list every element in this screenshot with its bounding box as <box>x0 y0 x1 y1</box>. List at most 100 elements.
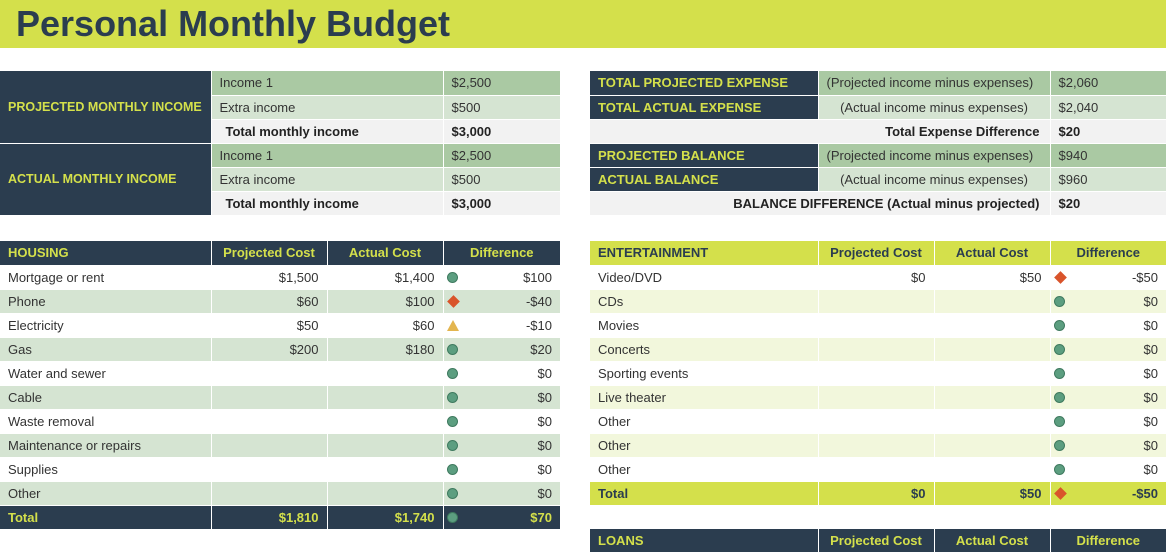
projected-total-income-label: Total monthly income <box>211 119 444 144</box>
housing-actual-cell[interactable]: $1,400 <box>327 265 444 290</box>
entertainment-item-label[interactable]: Other <box>590 433 819 458</box>
table-row: Gas $200 $180 $20 <box>0 337 560 362</box>
entertainment-projected-cell[interactable] <box>818 337 935 362</box>
housing-header: HOUSING <box>0 241 212 266</box>
entertainment-item-label[interactable]: Sporting events <box>590 361 819 386</box>
total-actual-expense-value: $2,040 <box>1050 95 1166 120</box>
entertainment-projected-cell[interactable] <box>818 457 935 482</box>
housing-difference-header: Difference <box>443 241 560 266</box>
actual-income-1-label[interactable]: Income 1 <box>211 143 444 168</box>
housing-actual-cell[interactable] <box>327 361 444 386</box>
loans-table: LOANS Projected Cost Actual Cost Differe… <box>590 529 1166 552</box>
entertainment-actual-cell[interactable] <box>934 385 1051 410</box>
entertainment-header: ENTERTAINMENT <box>590 241 819 266</box>
entertainment-projected-cell[interactable] <box>818 313 935 338</box>
housing-projected-cell[interactable]: $60 <box>211 289 328 314</box>
actual-total-income-label: Total monthly income <box>211 191 444 216</box>
projected-extra-income-label[interactable]: Extra income <box>211 95 444 120</box>
housing-actual-cell[interactable] <box>327 457 444 482</box>
table-row: Mortgage or rent $1,500 $1,400 $100 <box>0 265 560 290</box>
housing-actual-cell[interactable] <box>327 409 444 434</box>
entertainment-total-label: Total <box>590 481 819 506</box>
actual-extra-income-label[interactable]: Extra income <box>211 167 444 192</box>
housing-actual-cell[interactable]: $60 <box>327 313 444 338</box>
housing-item-label[interactable]: Supplies <box>0 457 212 482</box>
housing-item-label[interactable]: Cable <box>0 385 212 410</box>
entertainment-projected-cell[interactable] <box>818 433 935 458</box>
table-row: Cable $0 <box>0 385 560 410</box>
housing-actual-cell[interactable] <box>327 481 444 506</box>
housing-item-label[interactable]: Gas <box>0 337 212 362</box>
status-warn-icon <box>446 319 459 331</box>
entertainment-item-label[interactable]: CDs <box>590 289 819 314</box>
housing-projected-cell[interactable] <box>211 433 328 458</box>
housing-actual-cell[interactable]: $100 <box>327 289 444 314</box>
housing-projected-cell[interactable]: $200 <box>211 337 328 362</box>
status-good-icon <box>446 271 458 283</box>
entertainment-actual-cell[interactable]: $50 <box>934 265 1051 290</box>
entertainment-actual-cell[interactable] <box>934 313 1051 338</box>
projected-balance-value: $940 <box>1050 143 1166 168</box>
housing-actual-cell[interactable]: $180 <box>327 337 444 362</box>
projected-balance-label: PROJECTED BALANCE <box>590 143 819 168</box>
housing-projected-cell[interactable]: $1,500 <box>211 265 328 290</box>
projected-balance-note: (Projected income minus expenses) <box>818 143 1051 168</box>
loans-difference-header: Difference <box>1050 529 1166 552</box>
housing-item-label[interactable]: Water and sewer <box>0 361 212 386</box>
housing-item-label[interactable]: Waste removal <box>0 409 212 434</box>
housing-projected-header: Projected Cost <box>211 241 328 266</box>
entertainment-item-label[interactable]: Other <box>590 409 819 434</box>
entertainment-actual-cell[interactable] <box>934 337 1051 362</box>
actual-extra-income-value[interactable]: $500 <box>443 167 560 192</box>
entertainment-actual-cell[interactable] <box>934 409 1051 434</box>
housing-item-label[interactable]: Electricity <box>0 313 212 338</box>
entertainment-item-label[interactable]: Live theater <box>590 385 819 410</box>
entertainment-item-label[interactable]: Other <box>590 457 819 482</box>
page-title: Personal Monthly Budget <box>16 3 451 44</box>
entertainment-projected-cell[interactable]: $0 <box>818 265 935 290</box>
housing-actual-cell[interactable] <box>327 385 444 410</box>
housing-actual-cell[interactable] <box>327 433 444 458</box>
total-projected-expense-label: TOTAL PROJECTED EXPENSE <box>590 71 819 96</box>
entertainment-projected-cell[interactable] <box>818 361 935 386</box>
entertainment-projected-cell[interactable] <box>818 289 935 314</box>
entertainment-projected-cell[interactable] <box>818 409 935 434</box>
actual-income-label: ACTUAL MONTHLY INCOME <box>0 143 212 216</box>
entertainment-table: ENTERTAINMENT Projected Cost Actual Cost… <box>590 241 1166 506</box>
housing-projected-cell[interactable]: $50 <box>211 313 328 338</box>
actual-balance-label: ACTUAL BALANCE <box>590 167 819 192</box>
housing-projected-cell[interactable] <box>211 361 328 386</box>
housing-projected-cell[interactable] <box>211 409 328 434</box>
entertainment-item-label[interactable]: Concerts <box>590 337 819 362</box>
entertainment-projected-cell[interactable] <box>818 385 935 410</box>
status-good-icon <box>446 487 458 499</box>
housing-difference-cell: $0 <box>443 481 560 506</box>
status-good-icon <box>446 511 458 523</box>
housing-difference-cell: $0 <box>443 409 560 434</box>
entertainment-actual-cell[interactable] <box>934 433 1051 458</box>
entertainment-actual-cell[interactable] <box>934 361 1051 386</box>
projected-extra-income-value[interactable]: $500 <box>443 95 560 120</box>
entertainment-actual-cell[interactable] <box>934 457 1051 482</box>
balance-difference-label: BALANCE DIFFERENCE (Actual minus project… <box>590 191 1051 216</box>
entertainment-item-label[interactable]: Movies <box>590 313 819 338</box>
actual-income-1-value[interactable]: $2,500 <box>443 143 560 168</box>
status-good-icon <box>446 439 458 451</box>
housing-item-label[interactable]: Maintenance or repairs <box>0 433 212 458</box>
housing-item-label[interactable]: Phone <box>0 289 212 314</box>
housing-item-label[interactable]: Mortgage or rent <box>0 265 212 290</box>
table-row: Water and sewer $0 <box>0 361 560 386</box>
housing-projected-cell[interactable] <box>211 481 328 506</box>
entertainment-total-difference: -$50 <box>1050 481 1166 506</box>
projected-income-1-value[interactable]: $2,500 <box>443 71 560 96</box>
housing-projected-cell[interactable] <box>211 457 328 482</box>
entertainment-total-projected: $0 <box>818 481 935 506</box>
entertainment-actual-cell[interactable] <box>934 289 1051 314</box>
housing-item-label[interactable]: Other <box>0 481 212 506</box>
table-row: Phone $60 $100 -$40 <box>0 289 560 314</box>
projected-income-1-label[interactable]: Income 1 <box>211 71 444 96</box>
entertainment-difference-cell: $0 <box>1050 385 1166 410</box>
housing-projected-cell[interactable] <box>211 385 328 410</box>
entertainment-difference-cell: $0 <box>1050 361 1166 386</box>
entertainment-item-label[interactable]: Video/DVD <box>590 265 819 290</box>
